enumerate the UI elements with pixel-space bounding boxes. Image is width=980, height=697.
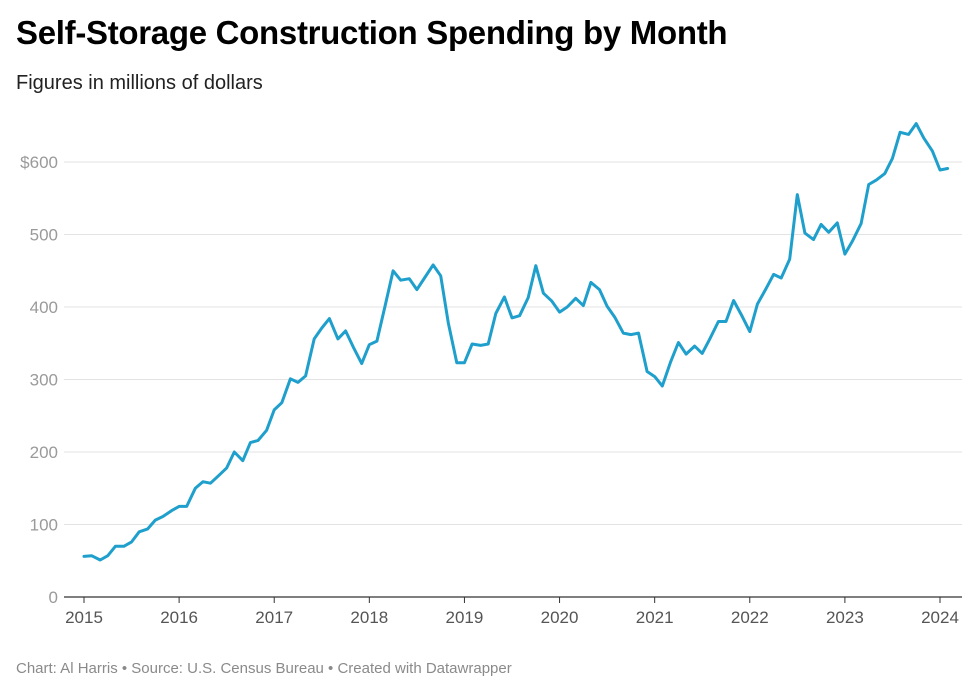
x-tick-label: 2022: [731, 608, 769, 627]
chart-subtitle: Figures in millions of dollars: [16, 72, 263, 94]
x-tick-label: 2021: [636, 608, 674, 627]
x-tick-label: 2023: [826, 608, 864, 627]
x-tick-label: 2020: [541, 608, 579, 627]
series-layer: [82, 122, 950, 562]
gridlines: [64, 161, 962, 598]
y-tick-label: 300: [30, 371, 58, 390]
y-tick-label: 500: [30, 226, 58, 245]
x-tick-label: 2016: [160, 608, 198, 627]
x-tick-label: 2018: [350, 608, 388, 627]
x-tick-label: 2019: [446, 608, 484, 627]
y-tick-label: 400: [30, 298, 58, 317]
series-line: [82, 122, 950, 562]
y-tick-label: 0: [49, 588, 58, 607]
y-tick-label: $600: [20, 153, 58, 172]
chart-title: Self-Storage Construction Spending by Mo…: [16, 14, 728, 51]
x-tick-label: 2017: [255, 608, 293, 627]
x-axis-tick-labels: 2015 2016 2017 2018 2019 2020 2021 2022 2023 2024: [65, 597, 959, 627]
y-tick-label: 200: [30, 443, 58, 462]
x-tick-label: 2015: [65, 608, 103, 627]
y-axis-tick-labels: 0 100 200 300 400 500 $600: [20, 153, 58, 607]
y-tick-label: 100: [30, 516, 58, 535]
chart-footer: Chart: Al Harris • Source: U.S. Census B…: [16, 660, 512, 677]
x-tick-label: 2024: [921, 608, 959, 627]
